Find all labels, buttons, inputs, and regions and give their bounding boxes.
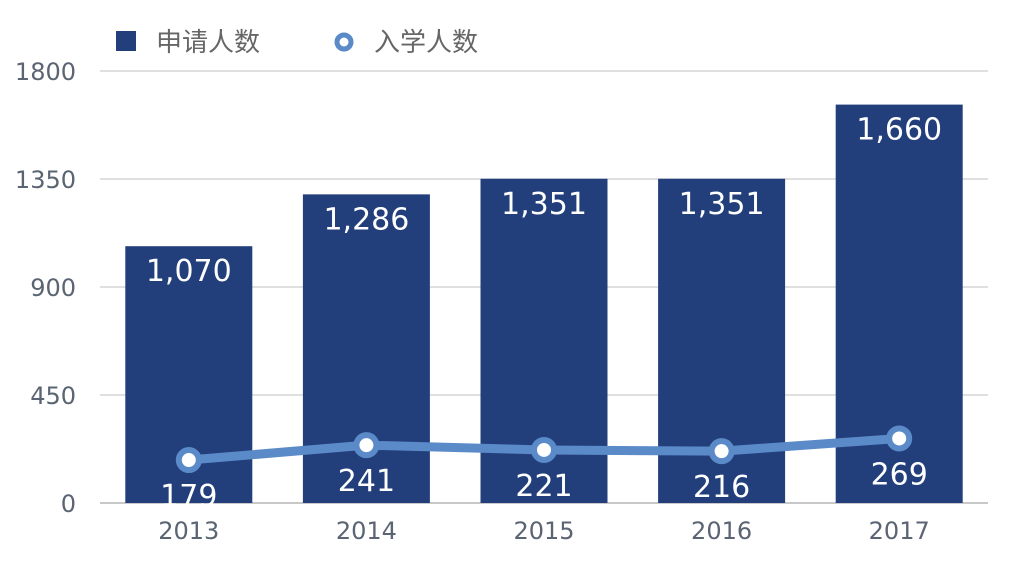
x-tick-label: 2014 — [336, 517, 397, 545]
line-value-label: 221 — [515, 469, 572, 504]
x-tick-label: 2017 — [869, 517, 930, 545]
line-value-label: 216 — [693, 470, 750, 505]
x-tick-label: 2016 — [691, 517, 752, 545]
x-tick-label: 2015 — [513, 517, 574, 545]
legend-line-marker — [334, 32, 354, 52]
bar-value-label: 1,351 — [679, 187, 765, 222]
legend-bar-label: 申请人数 — [156, 28, 260, 58]
bar-value-label: 1,070 — [146, 254, 232, 289]
legend-bar-swatch — [116, 31, 136, 51]
line-point-2017 — [886, 425, 913, 452]
legend: 申请人数 入学人数 — [116, 28, 478, 58]
y-tick-label: 1350 — [15, 166, 76, 194]
line-value-label: 269 — [871, 457, 928, 492]
line-point-2013 — [175, 447, 202, 474]
bar-value-label: 1,286 — [323, 202, 409, 237]
bar-value-label: 1,660 — [856, 113, 942, 148]
x-tick-label: 2013 — [158, 517, 219, 545]
line-point-2016 — [708, 438, 735, 465]
line-value-label: 241 — [338, 464, 395, 499]
y-tick-label: 450 — [30, 382, 76, 410]
line-labels: 179 241 221 216 269 — [160, 457, 928, 514]
y-tick-label: 0 — [61, 490, 76, 518]
legend-line-label: 入学人数 — [374, 28, 478, 58]
line-point-2014 — [353, 432, 380, 459]
line-series — [175, 425, 913, 474]
line-value-label: 179 — [160, 479, 217, 514]
y-axis-ticks: 0 450 900 1350 1800 — [15, 58, 76, 518]
bar-value-label: 1,351 — [501, 187, 587, 222]
y-tick-label: 900 — [30, 274, 76, 302]
x-axis-ticks: 2013 2014 2015 2016 2017 — [158, 517, 929, 545]
y-tick-label: 1800 — [15, 58, 76, 86]
bar-labels: 1,070 1,286 1,351 1,351 1,660 — [146, 113, 942, 290]
line-point-2015 — [531, 436, 557, 463]
